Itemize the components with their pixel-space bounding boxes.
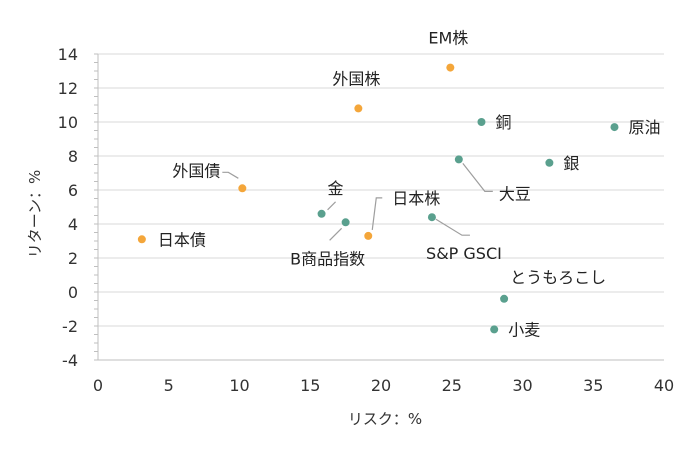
leader-line [329, 227, 343, 241]
data-point [364, 231, 373, 240]
point-label: 外国債 [172, 161, 220, 180]
point-label: 日本株 [392, 189, 440, 208]
point-label: 金 [328, 179, 344, 198]
data-point [446, 63, 455, 72]
data-points [137, 63, 619, 334]
y-tick-label: 10 [58, 113, 78, 132]
y-tick-label: 4 [68, 215, 78, 234]
y-tick-label: 8 [68, 147, 78, 166]
x-tick-label: 10 [229, 376, 249, 395]
leader-line [327, 201, 336, 211]
data-point [341, 218, 350, 227]
y-tick-label: 2 [68, 249, 78, 268]
leader-line [435, 218, 470, 236]
point-label: 銅 [495, 113, 511, 132]
x-tick-label: 30 [512, 376, 532, 395]
x-tick-label: 35 [583, 376, 603, 395]
x-tick-label: 5 [164, 376, 174, 395]
x-axis-title: リスク：% [348, 410, 422, 428]
point-label: とうもろこし [510, 268, 606, 287]
x-tick-label: 0 [93, 376, 103, 395]
leader-line [371, 197, 383, 230]
data-point [354, 104, 363, 113]
point-label: 原油 [628, 118, 660, 137]
y-tick-label: -2 [62, 317, 78, 336]
y-tick-label: 0 [68, 283, 78, 302]
y-tick-label: -4 [62, 351, 78, 370]
point-label: 大豆 [499, 184, 531, 203]
leader-line [222, 171, 239, 179]
leader-line [462, 163, 493, 192]
x-tick-label: 40 [654, 376, 674, 395]
point-label: 外国株 [332, 69, 380, 88]
data-point [500, 294, 509, 303]
grid-lines [98, 53, 664, 361]
data-point [490, 325, 499, 334]
y-tick-label: 12 [58, 79, 78, 98]
y-tick-label: 14 [58, 45, 78, 64]
data-point [610, 123, 619, 132]
axes: -4 -2 0 2 4 6 8 10 12 14 0 5 10 15 20 25 30 35 40 [58, 45, 675, 395]
point-label: 日本債 [158, 230, 206, 249]
data-point [427, 213, 436, 222]
leader-lines [222, 163, 493, 241]
x-tick-label: 20 [371, 376, 391, 395]
point-label: B商品指数 [290, 249, 365, 268]
data-point [317, 209, 326, 218]
x-tick-label: 25 [442, 376, 462, 395]
data-point [137, 235, 146, 244]
data-point [454, 155, 463, 164]
point-label: 銀 [563, 154, 579, 173]
data-point [545, 158, 554, 167]
data-point [477, 118, 486, 126]
point-label: EM株 [428, 29, 468, 48]
point-label: S&P GSCI [426, 244, 502, 263]
y-axis-title: リターン：% [26, 170, 44, 259]
data-point [238, 184, 247, 193]
x-tick-label: 15 [300, 376, 320, 395]
point-label: 小麦 [508, 320, 540, 339]
y-tick-label: 6 [68, 181, 78, 200]
